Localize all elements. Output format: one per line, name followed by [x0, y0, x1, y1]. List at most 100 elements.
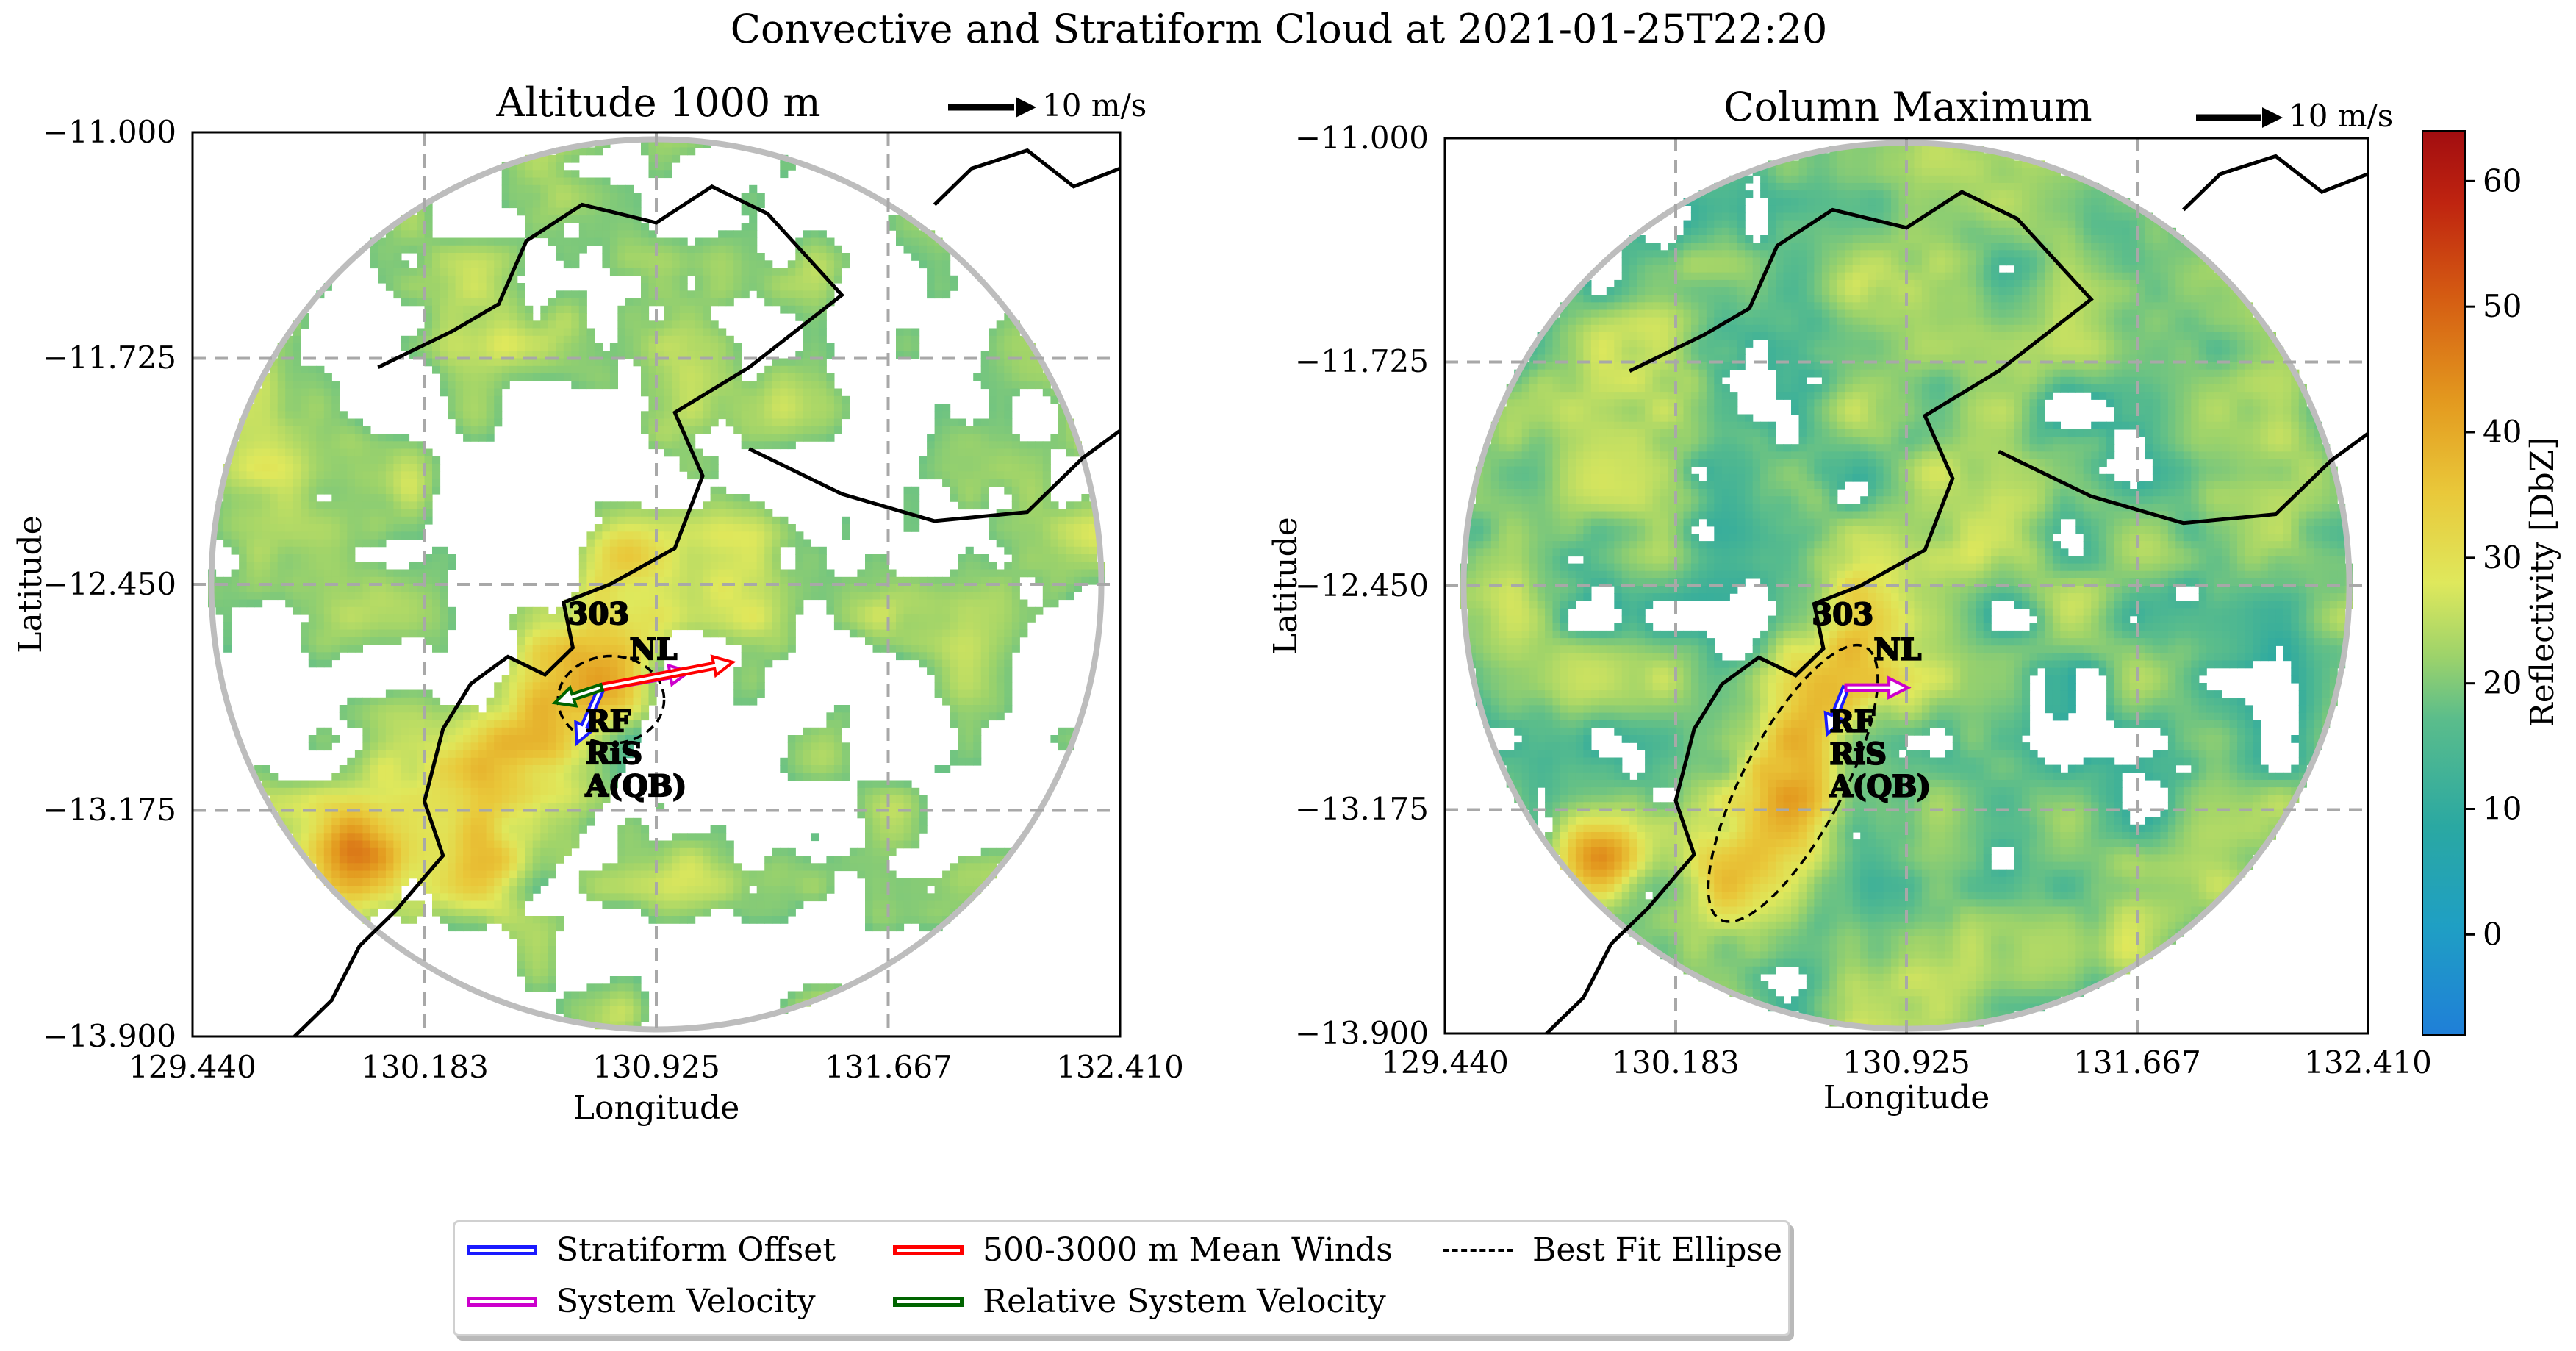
- reflectivity-cell: [417, 795, 426, 803]
- reflectivity-cell: [331, 614, 340, 623]
- reflectivity-cell: [556, 230, 564, 239]
- reflectivity-cell: [401, 908, 410, 917]
- reflectivity-cell: [656, 576, 665, 585]
- reflectivity-cell: [509, 833, 518, 842]
- reflectivity-cell: [741, 268, 750, 276]
- reflectivity-cell: [556, 705, 564, 713]
- reflectivity-cell: [641, 411, 650, 420]
- reflectivity-cell: [633, 833, 642, 842]
- reflectivity-cell: [401, 727, 410, 736]
- reflectivity-cell: [501, 682, 510, 691]
- reflectivity-cell: [648, 147, 657, 156]
- reflectivity-cell: [494, 320, 503, 329]
- reflectivity-cell: [401, 464, 410, 472]
- reflectivity-cell: [378, 275, 387, 284]
- reflectivity-cell: [764, 893, 773, 902]
- reflectivity-cell: [463, 283, 472, 291]
- reflectivity-cell: [609, 735, 618, 743]
- reflectivity-cell: [556, 787, 564, 796]
- reflectivity-cell: [424, 215, 433, 223]
- reflectivity-cell: [927, 268, 936, 276]
- reflectivity-cell: [594, 562, 603, 570]
- reflectivity-cell: [787, 584, 796, 592]
- reflectivity-cell: [787, 991, 796, 1000]
- reflectivity-cell: [880, 870, 889, 879]
- reflectivity-cell: [331, 464, 340, 472]
- reflectivity-cell: [509, 298, 518, 307]
- reflectivity-cell: [540, 765, 549, 773]
- reflectivity-cell: [501, 803, 510, 811]
- reflectivity-cell: [432, 343, 441, 351]
- reflectivity-cell: [285, 404, 294, 412]
- reflectivity-cell: [896, 606, 905, 615]
- reflectivity-cell: [795, 253, 804, 261]
- reflectivity-cell: [795, 237, 804, 246]
- reflectivity-cell: [440, 343, 448, 351]
- reflectivity-cell: [641, 652, 650, 661]
- reflectivity-cell: [370, 757, 378, 766]
- reflectivity-cell: [463, 426, 472, 434]
- reflectivity-cell: [494, 358, 503, 367]
- reflectivity-cell: [872, 554, 881, 562]
- reflectivity-cell: [393, 464, 402, 472]
- reflectivity-cell: [339, 780, 348, 789]
- reflectivity-cell: [725, 381, 734, 390]
- reflectivity-cell: [470, 320, 479, 329]
- reflectivity-cell: [710, 840, 719, 849]
- reflectivity-cell: [950, 275, 958, 284]
- reflectivity-cell: [594, 765, 603, 773]
- reflectivity-cell: [323, 606, 332, 615]
- reflectivity-cell: [486, 780, 495, 789]
- reflectivity-cell: [455, 290, 464, 299]
- reflectivity-cell: [919, 592, 928, 601]
- reflectivity-cell: [586, 599, 595, 608]
- reflectivity-cell: [594, 184, 603, 193]
- reflectivity-cell: [293, 395, 301, 404]
- reflectivity-cell: [540, 223, 549, 231]
- reflectivity-cell: [301, 599, 309, 608]
- reflectivity-cell: [277, 803, 286, 811]
- reflectivity-cell: [393, 697, 402, 706]
- reflectivity-cell: [679, 351, 688, 359]
- reflectivity-cell: [695, 847, 703, 856]
- reflectivity-cell: [424, 569, 433, 578]
- reflectivity-cell: [347, 501, 356, 510]
- reflectivity-cell: [695, 313, 703, 321]
- reflectivity-cell: [710, 856, 719, 864]
- reflectivity-cell: [548, 705, 556, 713]
- reflectivity-cell: [316, 524, 325, 532]
- reflectivity-cell: [919, 464, 928, 472]
- reflectivity-cell: [556, 335, 564, 344]
- reflectivity-cell: [525, 833, 534, 842]
- reflectivity-cell: [385, 735, 394, 743]
- reflectivity-cell: [277, 395, 286, 404]
- reflectivity-cell: [780, 908, 789, 917]
- reflectivity-cell: [354, 441, 363, 450]
- reflectivity-cell: [703, 833, 711, 842]
- reflectivity-cell: [401, 501, 410, 510]
- reflectivity-cell: [826, 870, 835, 879]
- reflectivity-cell: [857, 614, 866, 623]
- reflectivity-cell: [316, 652, 325, 661]
- reflectivity-cell: [354, 817, 363, 826]
- reflectivity-cell: [409, 697, 417, 706]
- reflectivity-cell: [455, 923, 464, 932]
- reflectivity-cell: [818, 283, 827, 291]
- reflectivity-cell: [571, 147, 580, 156]
- reflectivity-cell: [409, 516, 417, 525]
- reflectivity-cell: [455, 411, 464, 420]
- reflectivity-cell: [215, 606, 224, 615]
- reflectivity-cell: [378, 569, 387, 578]
- reflectivity-cell: [903, 787, 912, 796]
- reflectivity-cell: [865, 870, 874, 879]
- reflectivity-cell: [833, 735, 842, 743]
- reflectivity-cell: [393, 486, 402, 495]
- reflectivity-cell: [548, 697, 556, 706]
- reflectivity-cell: [231, 456, 240, 465]
- reflectivity-cell: [308, 426, 317, 434]
- reflectivity-cell: [293, 411, 301, 420]
- reflectivity-cell: [548, 184, 556, 193]
- reflectivity-cell: [424, 343, 433, 351]
- reflectivity-cell: [625, 245, 634, 254]
- reflectivity-cell: [818, 592, 827, 601]
